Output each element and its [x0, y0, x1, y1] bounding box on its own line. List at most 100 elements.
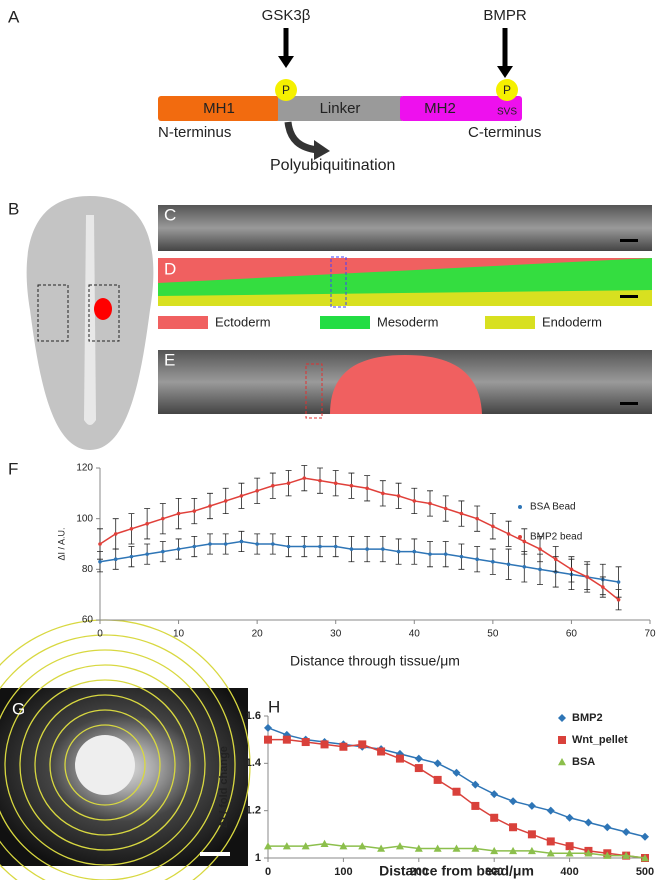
phospho-label: P: [282, 83, 290, 97]
point: [434, 759, 442, 767]
point: [283, 736, 291, 744]
legend-label: BSA: [572, 756, 595, 768]
y-tick-label: 60: [82, 615, 94, 626]
panel-label: H: [268, 697, 280, 716]
point: [381, 547, 385, 551]
point: [240, 540, 244, 544]
point: [490, 814, 498, 822]
point: [365, 486, 369, 490]
y-tick-label: 120: [76, 463, 93, 474]
arrow-head: [278, 56, 294, 68]
point: [460, 512, 464, 516]
page: {"panel_labels": ["A", "B", "C", "D", "E…: [0, 0, 658, 880]
terminus: N-terminus: [158, 124, 231, 141]
point: [601, 585, 605, 589]
point: [302, 738, 310, 746]
kinase: BMPR: [483, 7, 527, 24]
legend-label: Mesoderm: [377, 314, 438, 329]
legend-marker: [518, 505, 522, 509]
legend-label: Ectoderm: [215, 314, 271, 329]
point: [114, 557, 118, 561]
x-tick-label: 20: [252, 629, 264, 640]
point: [538, 568, 542, 572]
scale-bar: [620, 295, 638, 298]
point: [208, 504, 212, 508]
point: [177, 547, 181, 551]
x-tick-label: 70: [644, 629, 656, 640]
point: [334, 481, 338, 485]
point: [566, 842, 574, 850]
point: [570, 568, 574, 572]
x-tick-label: 60: [566, 629, 578, 640]
point: [453, 769, 461, 777]
point: [318, 479, 322, 483]
point: [547, 807, 555, 815]
y-axis-label: ΔI / fold change: [218, 746, 230, 828]
arrow-head: [497, 66, 513, 78]
point: [412, 499, 416, 503]
point: [585, 575, 589, 579]
point: [321, 740, 329, 748]
point: [412, 550, 416, 554]
point: [192, 509, 196, 513]
y-tick-label: 1: [255, 852, 261, 864]
point: [287, 481, 291, 485]
x-tick-label: 100: [334, 866, 352, 878]
bead: [75, 735, 135, 795]
point: [584, 819, 592, 827]
point: [397, 550, 401, 554]
point: [554, 557, 558, 561]
legend-marker: [558, 736, 566, 744]
point: [302, 476, 306, 480]
terminus: C-terminus: [468, 124, 541, 141]
point: [350, 484, 354, 488]
point: [617, 580, 621, 584]
x-tick-label: 500: [636, 866, 654, 878]
y-tick-label: 1.2: [246, 805, 261, 817]
point: [208, 542, 212, 546]
legend-label: BMP2: [572, 712, 603, 724]
point: [415, 764, 423, 772]
x-tick-label: 0: [265, 866, 271, 878]
point: [145, 552, 149, 556]
y-tick-label: 1.4: [246, 757, 262, 769]
legend-marker: [558, 758, 566, 765]
point: [471, 781, 479, 789]
point: [444, 507, 448, 511]
legend-label: Wnt_pellet: [572, 734, 628, 746]
point: [528, 802, 536, 810]
legend-swatch: [320, 316, 370, 329]
x-tick-label: 10: [173, 629, 185, 640]
point: [507, 532, 511, 536]
point: [509, 823, 517, 831]
point: [240, 494, 244, 498]
point: [264, 724, 272, 732]
x-tick-label: 400: [560, 866, 578, 878]
point: [475, 557, 479, 561]
scale-bar: [200, 852, 230, 856]
legend-label: Endoderm: [542, 314, 602, 329]
panel-label: F: [8, 459, 18, 478]
point: [255, 489, 259, 493]
domain-label: MH2: [424, 100, 456, 117]
legend-swatch: [485, 316, 535, 329]
point: [377, 748, 385, 756]
point: [358, 740, 366, 748]
point: [538, 547, 542, 551]
point: [522, 540, 526, 544]
panel-label: G: [12, 699, 25, 718]
point: [130, 555, 134, 559]
panel-label: C: [164, 205, 176, 224]
point: [453, 788, 461, 796]
point: [491, 524, 495, 528]
point: [302, 545, 306, 549]
y-tick-label: 100: [76, 513, 93, 524]
y-tick-label: 80: [82, 564, 94, 575]
point: [566, 814, 574, 822]
point: [428, 502, 432, 506]
point: [161, 517, 165, 521]
point: [622, 828, 630, 836]
point: [224, 542, 228, 546]
point: [434, 776, 442, 784]
point: [365, 547, 369, 551]
